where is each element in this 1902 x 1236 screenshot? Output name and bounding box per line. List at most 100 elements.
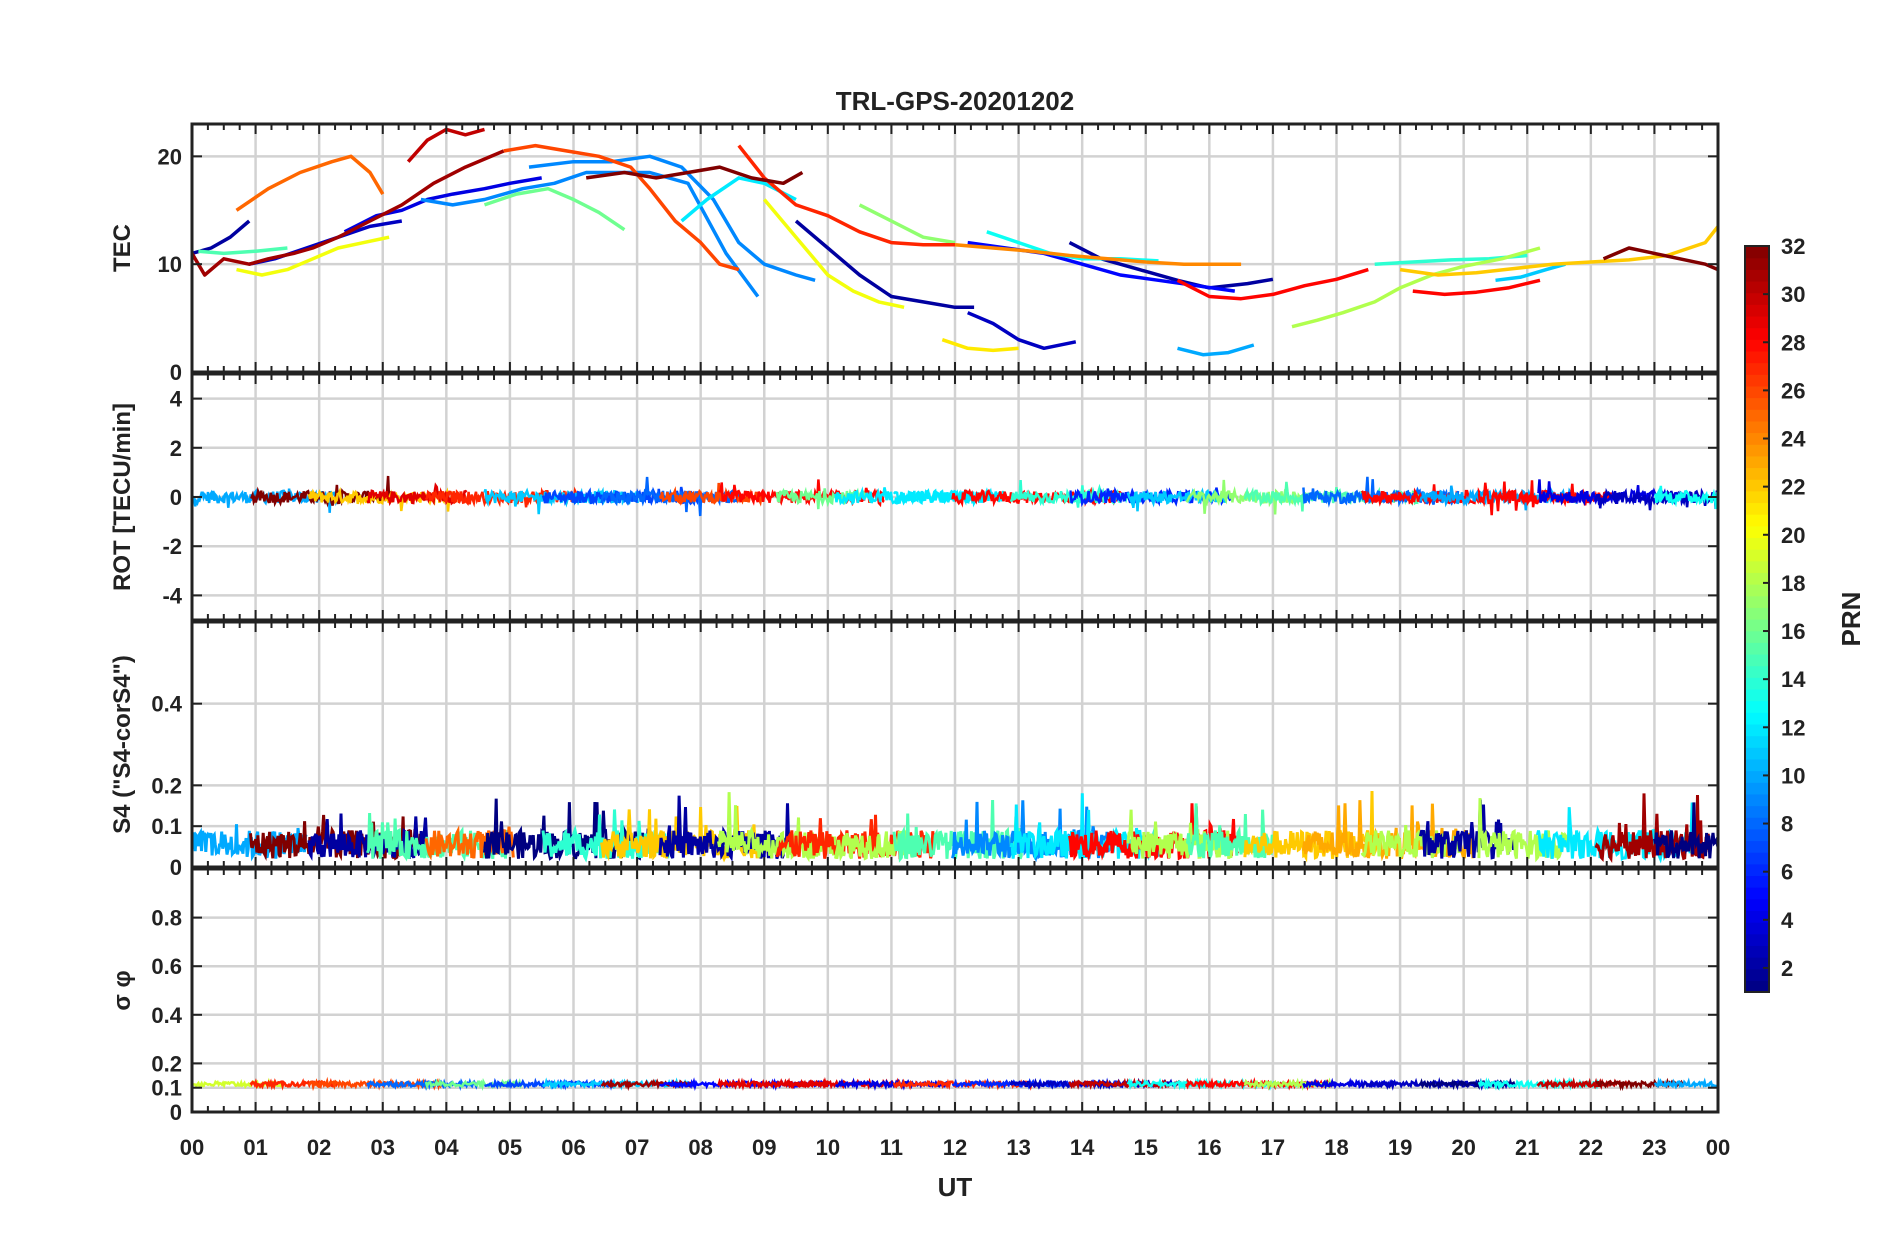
x-tick-label: 17 [1261, 1135, 1285, 1160]
colorbar-frame [1744, 245, 1770, 993]
colorbar-segment [1745, 315, 1769, 329]
s4-trace-prn-2 [1418, 799, 1518, 860]
colorbar-segment [1745, 280, 1769, 294]
tec-series-prn-28 [1176, 267, 1369, 301]
colorbar-segment [1745, 572, 1769, 585]
colorbar-segment [1745, 467, 1769, 480]
panel-sigma_phi: 00.10.2 0.4 0.6 0.8 σ φ [109, 867, 1720, 1125]
rot-trace-prn-12 [892, 487, 1005, 506]
x-tick-label: 21 [1515, 1135, 1539, 1160]
colorbar-tick-label: 12 [1781, 715, 1805, 740]
tec-series-prn-20 [762, 198, 905, 310]
tec-series-prn-20 [236, 235, 390, 277]
tec-series-prn-31 [190, 149, 505, 277]
colorbar-segment [1745, 385, 1769, 399]
colorbar-segment [1745, 642, 1769, 655]
x-tick-label: 19 [1388, 1135, 1412, 1160]
s4-trace-prn-18 [1477, 798, 1578, 863]
colorbar-segment [1745, 863, 1769, 877]
x-tick-label: 00 [1706, 1135, 1730, 1160]
panel-rot: -4 -2 0 2 4 ROT [TECU/min] [109, 372, 1720, 622]
colorbar-segment [1745, 875, 1769, 888]
tec-series-prn-10 [1177, 343, 1255, 357]
colorbar-segment [1745, 723, 1769, 737]
colorbar-segment [1745, 374, 1769, 387]
sigma_phi-trace-prn-29 [717, 1077, 828, 1091]
y-tick-label: 0.1 [151, 814, 182, 839]
x-axis: 00 01 02 03 04 05 06 07 08 09 10 11 12 13 14 15 16 17 18 19… [180, 1135, 1730, 1160]
y-tick-label: 0 [170, 360, 182, 385]
colorbar-segment [1745, 677, 1769, 690]
colorbar-segment [1745, 910, 1769, 923]
colorbar-tick-label: 32 [1781, 234, 1805, 259]
tec-series-prn-21 [941, 338, 1019, 353]
colorbar-tick-label: 8 [1781, 812, 1793, 837]
colorbar-segment [1745, 922, 1769, 935]
rot-trace-prn-26 [658, 482, 764, 507]
tec-series-prn-11 [1495, 262, 1566, 283]
colorbar-segment [1745, 350, 1769, 364]
y-axis-label-rot: ROT [TECU/min] [109, 403, 136, 591]
colorbar-tick-label: 16 [1781, 619, 1805, 644]
colorbar-segment [1745, 246, 1769, 259]
colorbar-segment [1745, 782, 1769, 795]
colorbar-segment [1745, 269, 1769, 282]
colorbar-segment [1745, 502, 1769, 515]
y-tick-label: 0.8 [151, 906, 182, 931]
colorbar-segment [1745, 490, 1769, 504]
y-axis-label-sigma_phi: σ φ [109, 970, 136, 1010]
colorbar-segment [1745, 630, 1769, 643]
x-tick-label: 15 [1134, 1135, 1158, 1160]
colorbar-segment [1745, 537, 1769, 550]
y-tick-label: 10 [158, 252, 182, 277]
colorbar-segment [1745, 688, 1769, 702]
y-tick-label: 20 [158, 144, 182, 169]
colorbar-segment [1745, 339, 1769, 352]
colorbar-tick-label: 10 [1781, 763, 1805, 788]
chart-title: TRL-GPS-20201202 [836, 86, 1074, 116]
colorbar-tick-label: 26 [1781, 378, 1805, 403]
x-tick-label: 22 [1579, 1135, 1603, 1160]
colorbar-tick-label: 4 [1781, 908, 1794, 933]
tec-series-prn-26 [503, 143, 740, 272]
colorbar-segment [1745, 455, 1769, 469]
x-tick-label: 18 [1324, 1135, 1348, 1160]
colorbar-segment [1745, 817, 1769, 830]
colorbar-segment [1745, 840, 1769, 853]
colorbar-segment [1745, 852, 1769, 865]
x-tick-label: 04 [434, 1135, 459, 1160]
colorbar-segment [1745, 560, 1769, 573]
colorbar-segment [1745, 432, 1769, 445]
colorbar-segment [1745, 735, 1769, 748]
tec-series-prn-17 [858, 203, 956, 245]
colorbar-segment [1745, 758, 1769, 772]
tec-series-prn-3 [967, 311, 1077, 351]
y-tick-label: 0 [170, 485, 182, 510]
colorbar-tick-label: 30 [1781, 282, 1805, 307]
colorbar-segment [1745, 793, 1769, 807]
tec-series-prn-32 [1602, 246, 1719, 272]
colorbar-segment [1745, 444, 1769, 457]
tec-series-prn-16 [483, 186, 626, 232]
sigma_phi-trace-prn-8 [366, 1077, 479, 1092]
colorbar-tick-label: 20 [1781, 523, 1805, 548]
colorbar-segment [1745, 945, 1769, 958]
y-tick-label: 2 [170, 436, 182, 461]
colorbar-segment [1745, 957, 1769, 970]
tec-series-prn-22 [1399, 225, 1720, 277]
colorbar-segment [1745, 409, 1769, 422]
colorbar-segment [1745, 397, 1769, 410]
colorbar-label: PRN [1836, 592, 1866, 647]
x-tick-label: 02 [307, 1135, 331, 1160]
x-tick-label: 16 [1197, 1135, 1221, 1160]
x-tick-label: 06 [561, 1135, 585, 1160]
tec-series-prn-24 [954, 243, 1242, 266]
x-tick-label: 14 [1070, 1135, 1095, 1160]
colorbar-segment [1745, 700, 1769, 713]
colorbar-segment [1745, 828, 1769, 842]
x-tick-label: 20 [1451, 1135, 1475, 1160]
colorbar-tick-label: 18 [1781, 571, 1805, 596]
y-tick-label: 0.1 [151, 1076, 182, 1101]
